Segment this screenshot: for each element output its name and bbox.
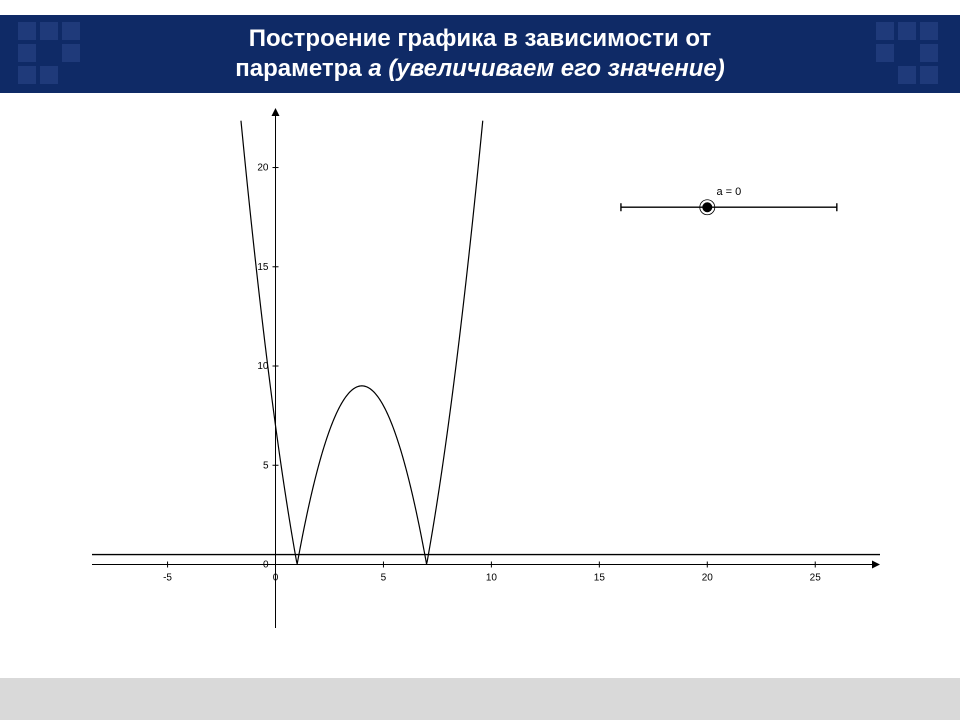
x-tick-label: 0 [273, 572, 279, 583]
x-tick-label: 15 [594, 572, 606, 583]
decor-square [876, 22, 894, 40]
slider-label: a = 0 [716, 186, 741, 198]
decor-square [898, 22, 916, 40]
decor-square [876, 44, 894, 62]
decor-square [18, 44, 36, 62]
x-tick-label: -5 [163, 572, 172, 583]
parameter-chart: -5051015202505101520a = 0 [92, 108, 880, 628]
title-line1: Построение графика в зависимости от [249, 25, 712, 52]
decor-square [898, 66, 916, 84]
decor-square [40, 22, 58, 40]
decor-square [40, 66, 58, 84]
footer-bar [0, 678, 960, 720]
decor-square [62, 22, 80, 40]
decor-square [920, 22, 938, 40]
title-line2-italic: a (увеличиваем его значение) [368, 55, 724, 82]
x-tick-label: 5 [381, 572, 387, 583]
y-axis-arrow [272, 108, 280, 116]
curve [241, 121, 483, 564]
decor-square [920, 66, 938, 84]
decor-square [18, 66, 36, 84]
x-tick-label: 10 [486, 572, 498, 583]
decor-square [920, 44, 938, 62]
decor-square [62, 44, 80, 62]
decor-square [18, 22, 36, 40]
y-tick-label: 20 [257, 163, 269, 174]
chart-svg: -5051015202505101520a = 0 [92, 108, 880, 628]
title-line2-prefix: параметра [235, 55, 368, 82]
title-bar: Построение графика в зависимости от пара… [0, 15, 960, 93]
slide: Построение графика в зависимости от пара… [0, 0, 960, 720]
y-tick-label: 15 [257, 262, 269, 273]
slider-knob[interactable] [702, 202, 712, 212]
x-tick-label: 20 [702, 572, 714, 583]
x-tick-label: 25 [810, 572, 822, 583]
x-axis-arrow [872, 560, 880, 568]
y-tick-label: 0 [263, 559, 269, 570]
y-tick-label: 5 [263, 460, 269, 471]
title-text: Построение графика в зависимости от пара… [235, 24, 724, 84]
